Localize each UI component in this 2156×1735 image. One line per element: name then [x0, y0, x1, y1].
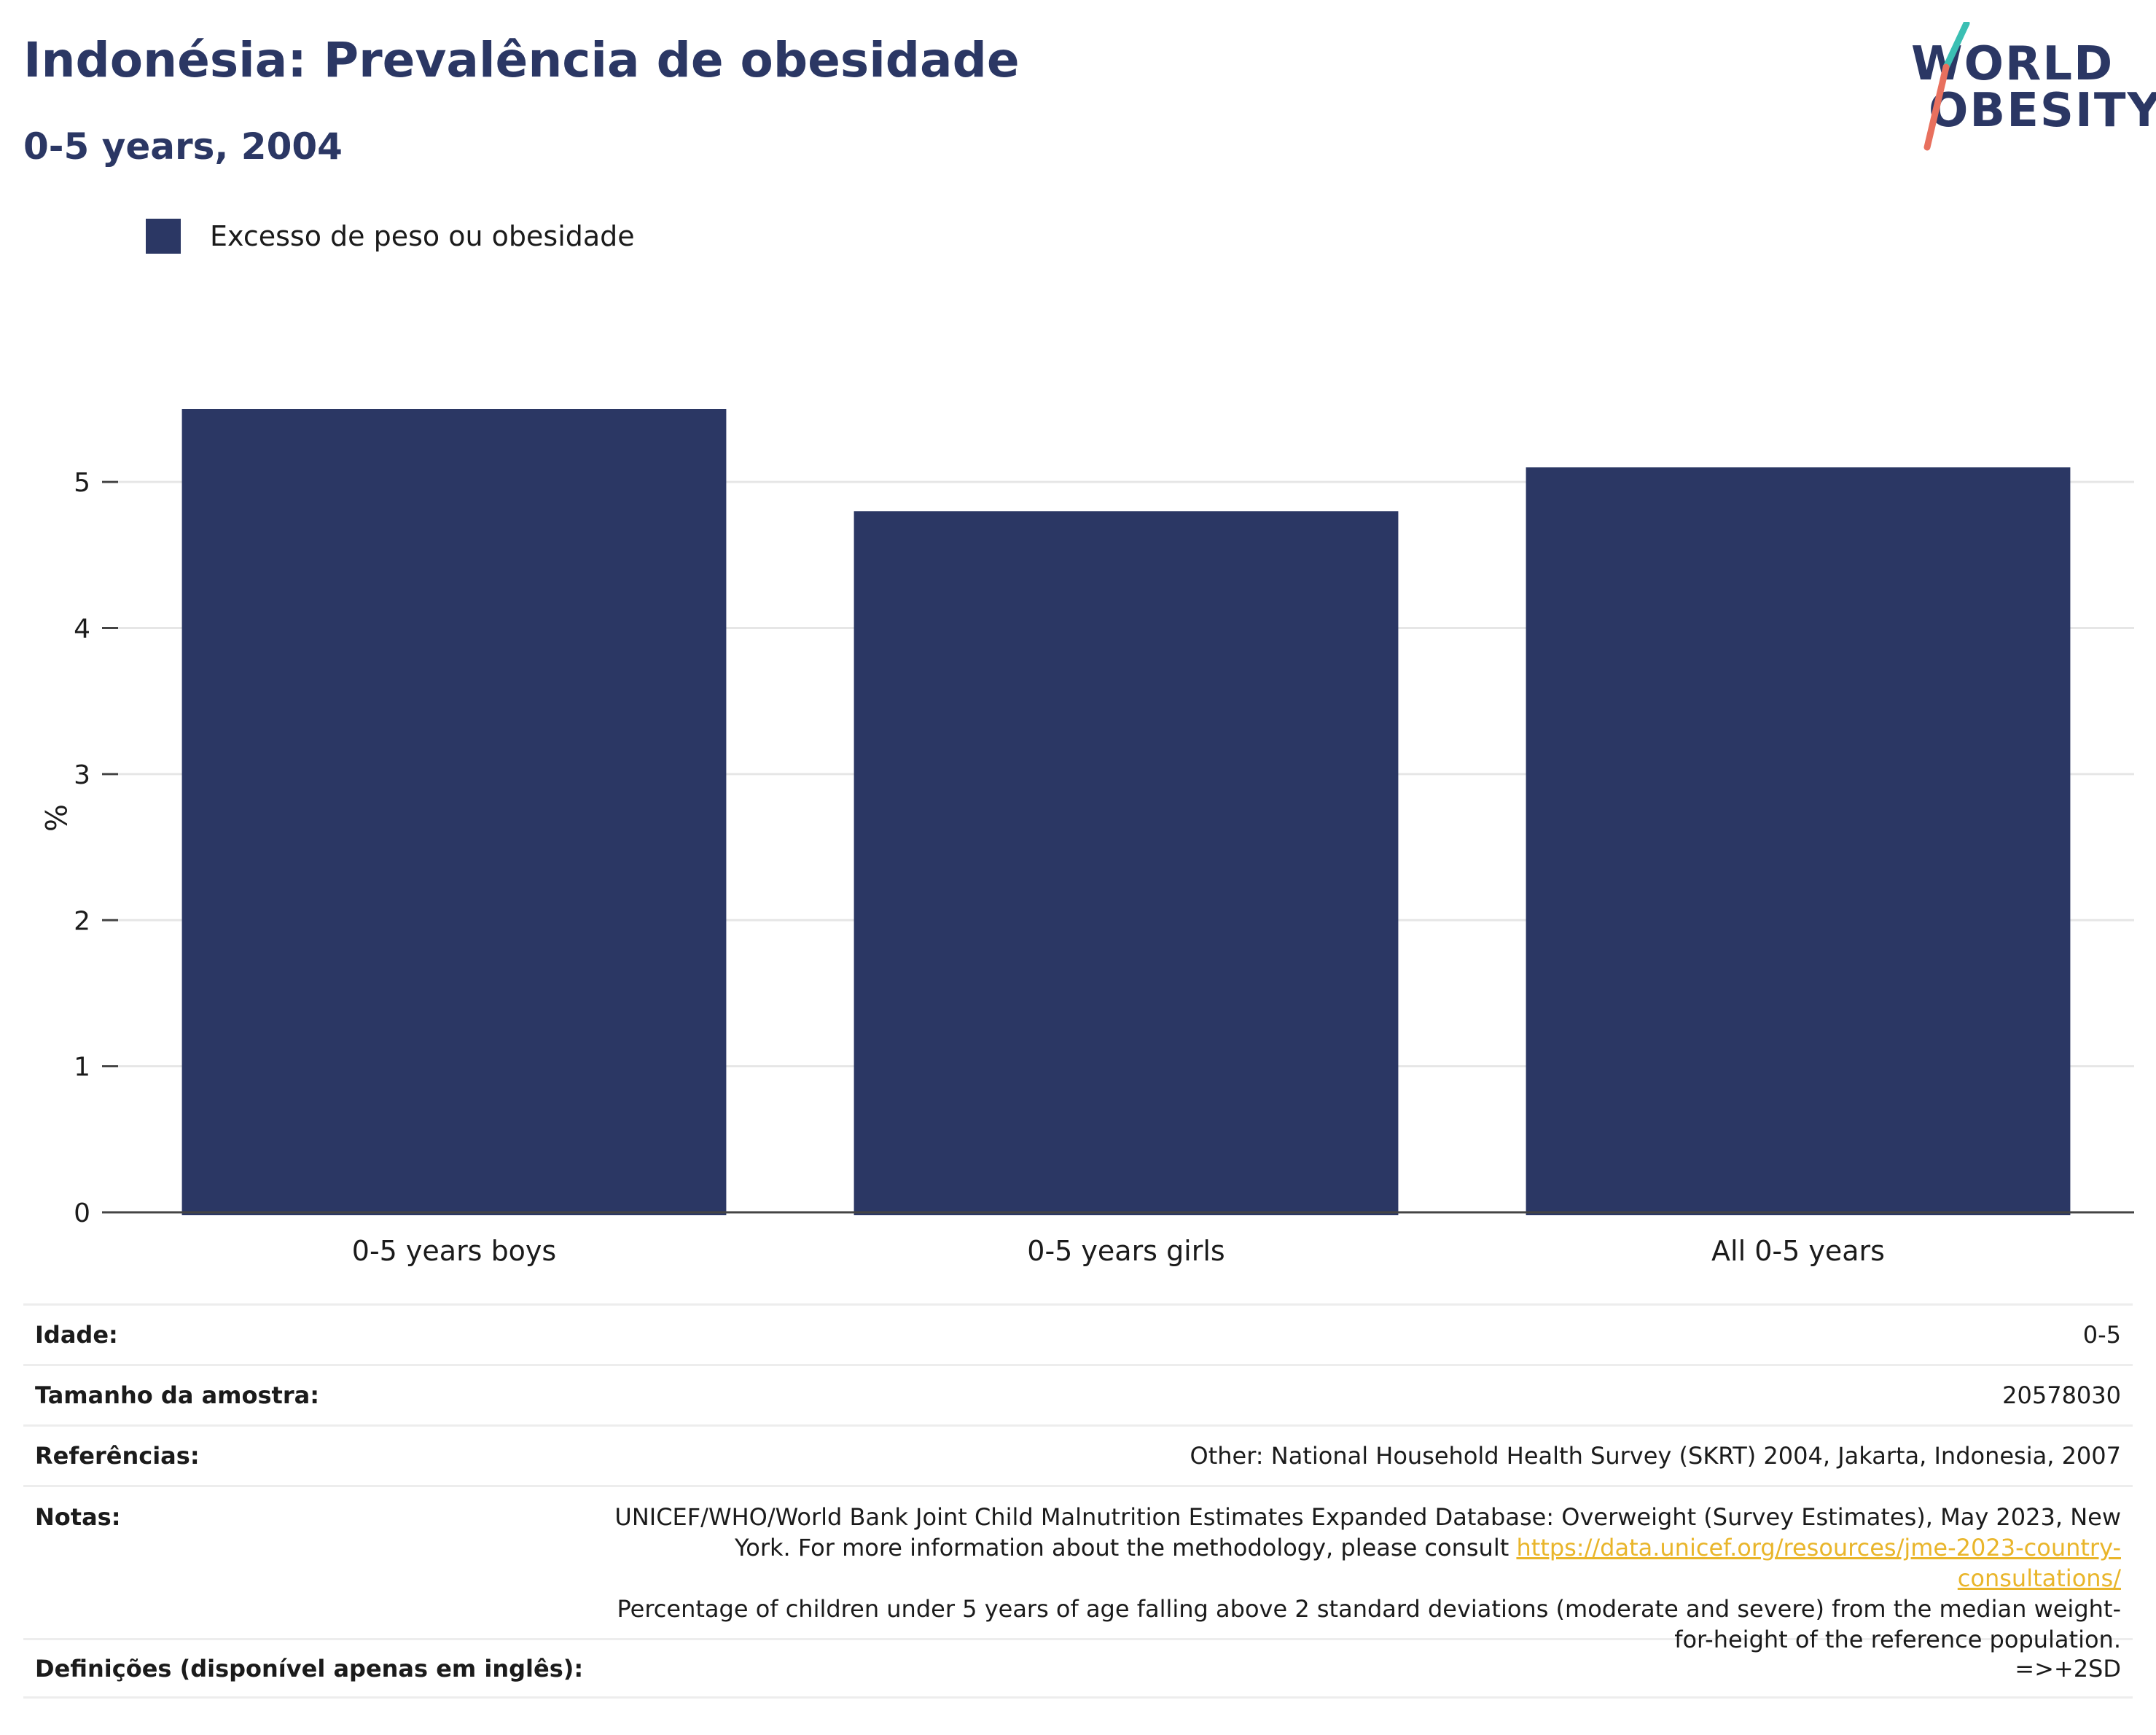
world-obesity-logo[interactable]: WORLD OBESITY [1902, 22, 2156, 153]
row-label: Referências: [35, 1442, 200, 1470]
table-row-age: Idade: 0-5 [23, 1303, 2133, 1364]
table-row-notes: Notas: UNICEF/WHO/World Bank Joint Child… [23, 1485, 2133, 1653]
logo-line-2: OBESITY [1929, 84, 2156, 138]
methodology-link[interactable]: https://data.unicef.org/resources/jme-20… [1516, 1534, 2121, 1592]
y-tick-label: 3 [74, 760, 90, 790]
table-row-sample-size: Tamanho da amostra: 20578030 [23, 1364, 2133, 1424]
row-value: 20578030 [2002, 1381, 2121, 1409]
bar[interactable] [854, 511, 1399, 1215]
x-axis-labels: 0-5 years boys 0-5 years girls All 0-5 yea… [352, 1235, 1885, 1267]
bars [181, 409, 2071, 1215]
x-category-label: 0-5 years boys [352, 1235, 556, 1267]
y-tick-label: 5 [74, 468, 90, 498]
y-tick-label: 4 [74, 615, 90, 644]
page-title: Indonésia: Prevalência de obesidade [23, 32, 1020, 88]
page-subtitle: 0-5 years, 2004 [23, 125, 343, 168]
legend-label: Excesso de peso ou obesidade [210, 220, 635, 252]
y-axis-ticks: 0 1 2 3 4 5 [74, 468, 118, 1228]
row-value: =>+2SD [2015, 1654, 2121, 1683]
y-axis-label: % [38, 804, 71, 832]
table-row-definitions: Definições (disponível apenas em inglês)… [23, 1638, 2133, 1699]
bar-chart: 0 1 2 3 4 5 0-5 years boys 0-5 years girls All … [38, 409, 2134, 1267]
notes-text: UNICEF/WHO/World Bank Joint Child Malnut… [614, 1503, 2121, 1562]
table-row-references: Referências: Other: National Household H… [23, 1424, 2133, 1485]
row-value: Other: National Household Health Survey … [1190, 1442, 2122, 1470]
bar[interactable] [1526, 467, 2071, 1215]
row-value: UNICEF/WHO/World Bank Joint Child Malnut… [605, 1502, 2121, 1655]
y-tick-label: 2 [74, 906, 90, 936]
info-table: Idade: 0-5 Tamanho da amostra: 20578030 … [23, 1303, 2133, 1699]
x-category-label: 0-5 years girls [1027, 1235, 1225, 1267]
logo-slash-icon [1923, 22, 1970, 151]
legend-swatch [146, 219, 181, 254]
bar[interactable] [181, 409, 727, 1215]
y-tick-label: 0 [74, 1198, 90, 1228]
row-value: 0-5 [2082, 1321, 2121, 1349]
x-category-label: All 0-5 years [1711, 1235, 1885, 1267]
chart-legend[interactable]: Excesso de peso ou obesidade [146, 219, 635, 254]
row-label: Idade: [35, 1321, 118, 1349]
row-label: Tamanho da amostra: [35, 1381, 319, 1409]
row-label: Definições (disponível apenas em inglês)… [35, 1654, 584, 1683]
row-label: Notas: [35, 1503, 121, 1531]
y-tick-label: 1 [74, 1053, 90, 1083]
notes-definition: Percentage of children under 5 years of … [617, 1595, 2122, 1653]
